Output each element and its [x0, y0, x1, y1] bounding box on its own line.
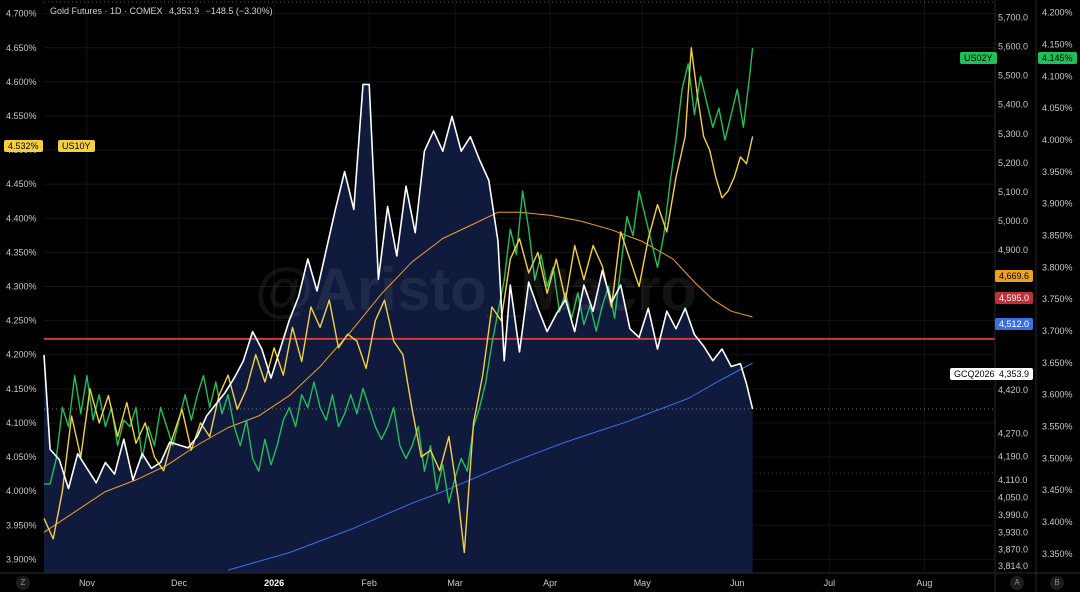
- y-tick-label-right: 4.150%: [1042, 40, 1073, 50]
- series-line-ma-blue: [227, 362, 753, 571]
- gold-name-badge: GCQ2026: [950, 368, 999, 380]
- x-tick-label: Aug: [916, 578, 932, 588]
- y-tick-label-price: 4,190.0: [998, 452, 1028, 462]
- y-tick-label-left: 4.350%: [6, 247, 37, 257]
- y-tick-label-price: 5,300.0: [998, 129, 1028, 139]
- legend-symbol: Gold Futures · 1D · COMEX: [50, 6, 163, 16]
- y-tick-label-price: 5,000.0: [998, 216, 1028, 226]
- y-tick-label-left: 4.150%: [6, 384, 37, 394]
- y-tick-label-right: 4.000%: [1042, 135, 1073, 145]
- y-tick-label-left: 4.450%: [6, 179, 37, 189]
- y-tick-label-price: 4,050.0: [998, 492, 1028, 502]
- y-tick-label-right: 3.350%: [1042, 549, 1073, 559]
- y-tick-label-left: 4.050%: [6, 452, 37, 462]
- y-tick-label-right: 4.050%: [1042, 103, 1073, 113]
- x-tick-label: Jun: [730, 578, 745, 588]
- gold-area-fill: [44, 84, 753, 574]
- zoom-reset-icon[interactable]: Z: [16, 576, 30, 590]
- y-tick-label-left: 4.650%: [6, 43, 37, 53]
- auto-scale-icon[interactable]: A: [1010, 576, 1024, 590]
- x-tick-label: Mar: [447, 578, 463, 588]
- y-tick-label-left: 4.700%: [6, 9, 37, 19]
- legend-price: 4,353.9: [169, 6, 200, 16]
- y-tick-label-price: 5,500.0: [998, 71, 1028, 81]
- right-scale-icon[interactable]: B: [1050, 576, 1064, 590]
- y-tick-label-price: 4,110.0: [998, 475, 1027, 485]
- gold-price-badge: 4,353.9: [995, 368, 1034, 380]
- y-tick-label-price: 4,420.0: [998, 385, 1028, 395]
- y-tick-label-right: 3.950%: [1042, 167, 1073, 177]
- series-line-us02y: [44, 47, 754, 504]
- series-line-ma-orange: [43, 211, 753, 533]
- y-tick-label-right: 3.750%: [1042, 294, 1073, 304]
- y-tick-label-right: 3.600%: [1042, 390, 1073, 400]
- y-tick-label-left: 3.950%: [6, 520, 37, 530]
- y-tick-label-right: 3.700%: [1042, 326, 1073, 336]
- y-tick-label-right: 3.900%: [1042, 199, 1073, 209]
- y-tick-label-price: 5,700.0: [998, 12, 1028, 22]
- y-tick-label-right: 3.550%: [1042, 422, 1073, 432]
- ma-orange-badge: 4,669.6: [995, 270, 1034, 282]
- y-tick-label-price: 3,930.0: [998, 527, 1028, 537]
- y-tick-label-left: 4.250%: [6, 316, 37, 326]
- level-red-badge: 4,595.0: [995, 292, 1034, 304]
- y-tick-label-right: 3.650%: [1042, 358, 1073, 368]
- y-tick-label-price: 4,595.0: [998, 334, 1028, 344]
- watermark: @Aristo_Macro: [255, 256, 697, 323]
- us02y-value-badge: 4.145%: [1038, 52, 1077, 64]
- y-tick-label-price: 4,353.9: [998, 404, 1028, 414]
- y-tick-label-price: 4,900.0: [998, 245, 1028, 255]
- y-tick-label-left: 4.100%: [6, 418, 37, 428]
- us10y-value-badge: 4.532%: [4, 140, 43, 152]
- y-tick-label-price: 5,400.0: [998, 100, 1028, 110]
- y-tick-label-price: 3,990.0: [998, 510, 1028, 520]
- series-line-us10y: [43, 47, 754, 554]
- y-tick-label-left: 4.300%: [6, 282, 37, 292]
- us02y-name-badge: US02Y: [960, 52, 997, 64]
- y-tick-label-right: 4.200%: [1042, 8, 1073, 18]
- x-tick-label: 2026: [264, 578, 284, 588]
- us10y-name-badge: US10Y: [58, 140, 95, 152]
- y-tick-label-price: 4,270.0: [998, 428, 1028, 438]
- y-tick-label-left: 4.600%: [6, 77, 37, 87]
- y-tick-label-left: 4.400%: [6, 213, 37, 223]
- legend-change: −148.5 (−3.30%): [205, 6, 273, 16]
- x-tick-label: Apr: [543, 578, 557, 588]
- y-tick-label-right: 3.500%: [1042, 453, 1073, 463]
- y-tick-label-right: 3.450%: [1042, 485, 1073, 495]
- x-tick-label: Jul: [824, 578, 836, 588]
- y-tick-label-right: 4.100%: [1042, 71, 1073, 81]
- y-tick-label-price: 3,814.0: [998, 561, 1028, 571]
- y-tick-label-left: 4.200%: [6, 350, 37, 360]
- x-tick-label: May: [634, 578, 652, 588]
- y-tick-label-left: 3.900%: [6, 554, 37, 564]
- series-line-gold: [43, 83, 754, 490]
- y-tick-label-price: 5,600.0: [998, 42, 1028, 52]
- x-tick-label: Dec: [171, 578, 188, 588]
- chart-legend: Gold Futures · 1D · COMEX 4,353.9 −148.5…: [50, 6, 277, 16]
- x-tick-label: Nov: [79, 578, 96, 588]
- y-tick-label-price: 5,200.0: [998, 158, 1028, 168]
- y-tick-label-left: 4.000%: [6, 486, 37, 496]
- y-tick-label-price: 5,100.0: [998, 187, 1028, 197]
- y-tick-label-right: 3.400%: [1042, 517, 1073, 527]
- y-tick-label-right: 3.800%: [1042, 262, 1073, 272]
- x-tick-label: Feb: [361, 578, 377, 588]
- y-tick-label-left: 4.550%: [6, 111, 37, 121]
- y-tick-label-right: 3.850%: [1042, 231, 1073, 241]
- y-tick-label-price: 3,870.0: [998, 545, 1028, 555]
- y-tick-label-price: 4,512.0: [998, 358, 1028, 368]
- ma-blue-badge: 4,512.0: [995, 318, 1034, 330]
